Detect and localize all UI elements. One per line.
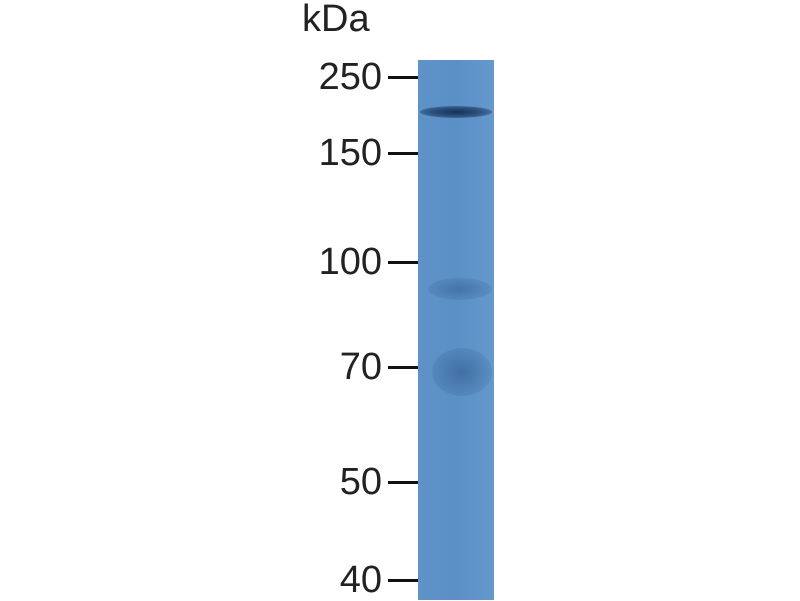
marker-label-100: 100 — [318, 241, 382, 283]
marker-label-150: 150 — [318, 132, 382, 174]
marker-label-70: 70 — [339, 346, 382, 388]
band-faint-2 — [432, 348, 492, 396]
marker-tick-70 — [388, 366, 419, 369]
band-main — [420, 106, 492, 118]
marker-label-250: 250 — [318, 56, 382, 98]
marker-tick-100 — [388, 261, 419, 264]
blot-lane — [418, 60, 494, 600]
marker-tick-50 — [388, 481, 419, 484]
marker-tick-40 — [388, 579, 419, 582]
band-faint-1 — [428, 278, 492, 300]
unit-label: kDa — [302, 0, 370, 40]
marker-tick-150 — [388, 152, 419, 155]
marker-label-50: 50 — [339, 461, 382, 503]
marker-tick-250 — [388, 76, 419, 79]
marker-label-40: 40 — [339, 559, 382, 601]
